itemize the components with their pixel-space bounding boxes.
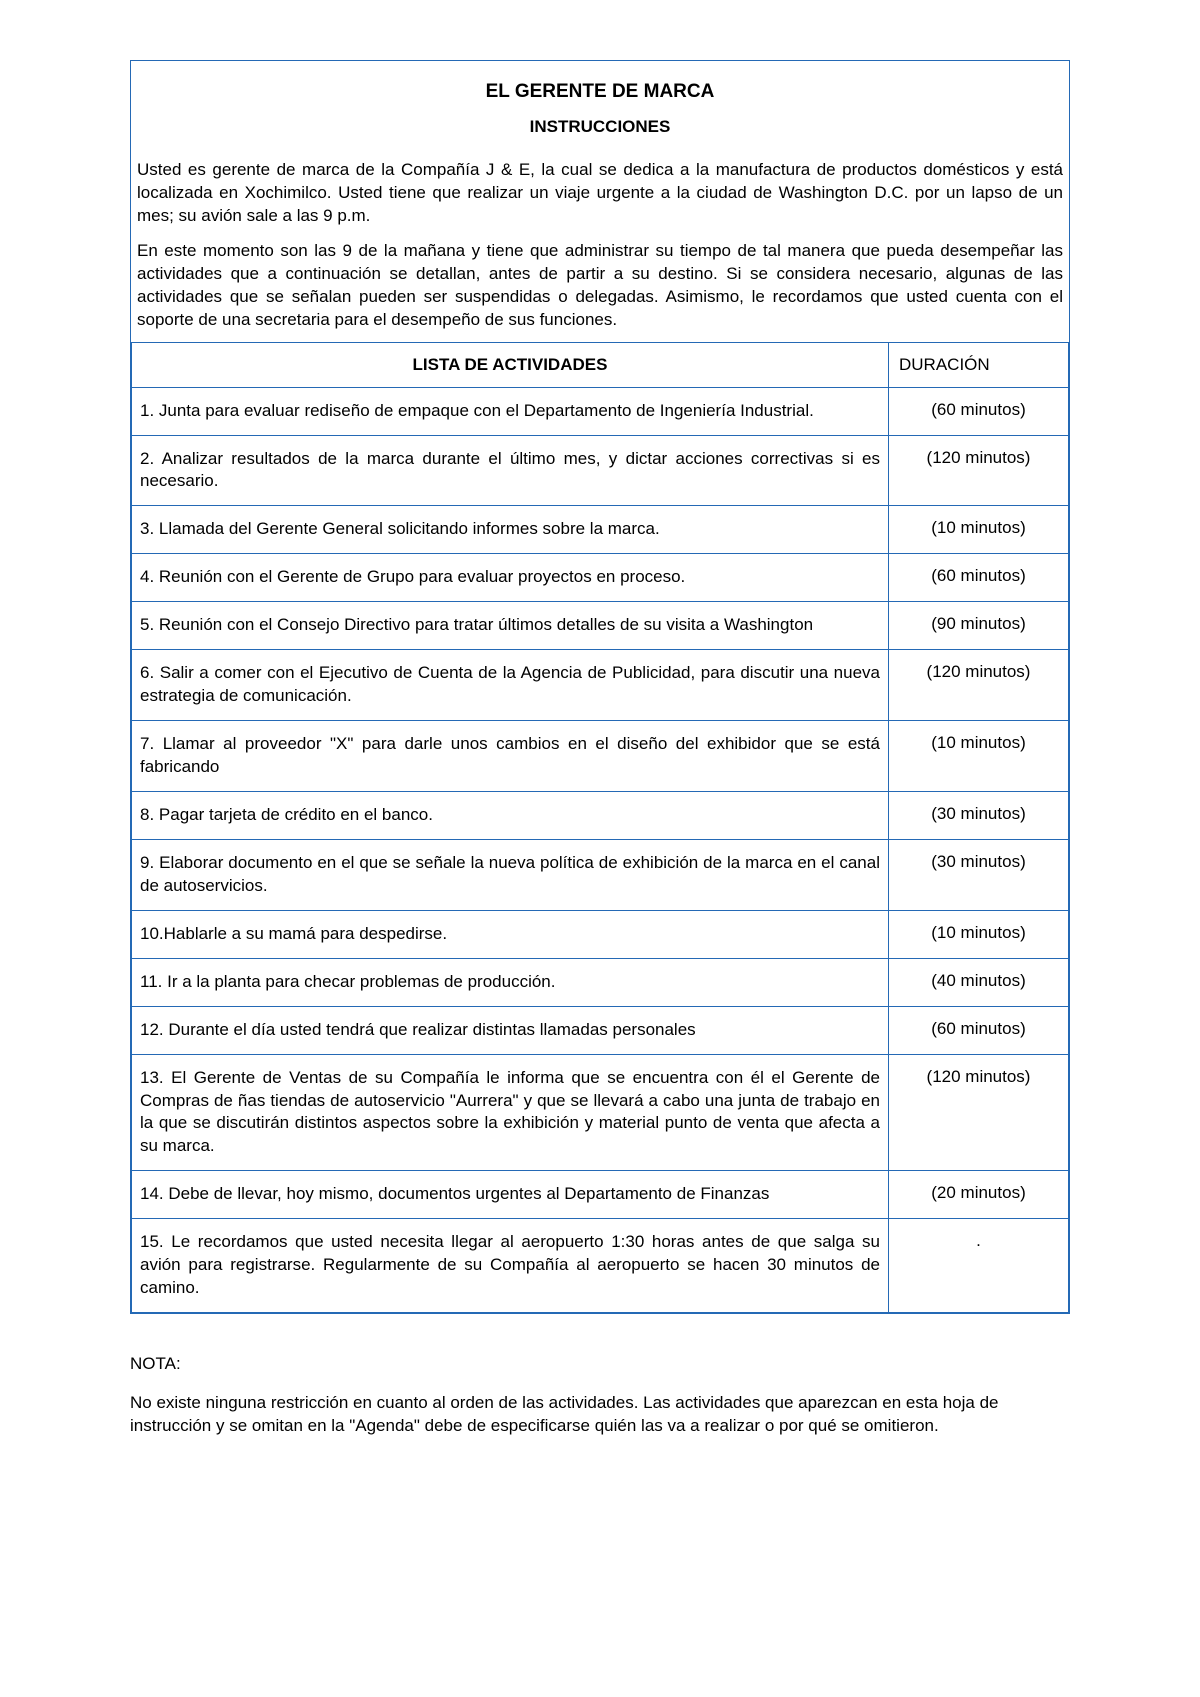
table-row: 11. Ir a la planta para checar problemas… (132, 958, 1069, 1006)
table-row: 12. Durante el día usted tendrá que real… (132, 1006, 1069, 1054)
activities-tbody: 1. Junta para evaluar rediseño de empaqu… (132, 387, 1069, 1313)
duration-cell: (120 minutos) (889, 435, 1069, 506)
activity-cell: 14. Debe de llevar, hoy mismo, documento… (132, 1171, 889, 1219)
activity-cell: 10.Hablarle a su mamá para despedirse. (132, 910, 889, 958)
activity-cell: 1. Junta para evaluar rediseño de empaqu… (132, 387, 889, 435)
activity-cell: 9. Elaborar documento en el que se señal… (132, 839, 889, 910)
duration-cell: (10 minutos) (889, 721, 1069, 792)
footer-section: NOTA: No existe ninguna restricción en c… (130, 1354, 1070, 1438)
nota-text: No existe ninguna restricción en cuanto … (130, 1392, 1070, 1438)
document-title: EL GERENTE DE MARCA (141, 81, 1059, 103)
activity-cell: 12. Durante el día usted tendrá que real… (132, 1006, 889, 1054)
table-row: 10.Hablarle a su mamá para despedirse.(1… (132, 910, 1069, 958)
table-row: 2. Analizar resultados de la marca duran… (132, 435, 1069, 506)
table-row: 9. Elaborar documento en el que se señal… (132, 839, 1069, 910)
activity-cell: 4. Reunión con el Gerente de Grupo para … (132, 554, 889, 602)
intro-paragraph-2: En este momento son las 9 de la mañana y… (131, 238, 1069, 342)
intro-paragraph-1: Usted es gerente de marca de la Compañía… (131, 157, 1069, 238)
duration-cell: (60 minutos) (889, 554, 1069, 602)
duration-cell: (30 minutos) (889, 791, 1069, 839)
duration-cell: (60 minutos) (889, 387, 1069, 435)
table-row: 13. El Gerente de Ventas de su Compañía … (132, 1054, 1069, 1171)
activity-cell: 8. Pagar tarjeta de crédito en el banco. (132, 791, 889, 839)
duration-cell: . (889, 1219, 1069, 1313)
duration-cell: (20 minutos) (889, 1171, 1069, 1219)
duration-header: DURACIÓN (889, 342, 1069, 387)
activity-cell: 11. Ir a la planta para checar problemas… (132, 958, 889, 1006)
activities-header: LISTA DE ACTIVIDADES (132, 342, 889, 387)
activity-cell: 7. Llamar al proveedor "X" para darle un… (132, 721, 889, 792)
table-row: 14. Debe de llevar, hoy mismo, documento… (132, 1171, 1069, 1219)
activity-cell: 6. Salir a comer con el Ejecutivo de Cue… (132, 650, 889, 721)
activity-cell: 13. El Gerente de Ventas de su Compañía … (132, 1054, 889, 1171)
duration-cell: (90 minutos) (889, 602, 1069, 650)
document-subtitle: INSTRUCCIONES (141, 117, 1059, 137)
activity-cell: 5. Reunión con el Consejo Directivo para… (132, 602, 889, 650)
duration-cell: (10 minutos) (889, 506, 1069, 554)
table-row: 1. Junta para evaluar rediseño de empaqu… (132, 387, 1069, 435)
nota-label: NOTA: (130, 1354, 1070, 1374)
table-row: 3. Llamada del Gerente General solicitan… (132, 506, 1069, 554)
table-header-row: LISTA DE ACTIVIDADES DURACIÓN (132, 342, 1069, 387)
duration-cell: (10 minutos) (889, 910, 1069, 958)
document-box: EL GERENTE DE MARCA INSTRUCCIONES Usted … (130, 60, 1070, 1314)
duration-cell: (120 minutos) (889, 1054, 1069, 1171)
duration-cell: (60 minutos) (889, 1006, 1069, 1054)
header-section: EL GERENTE DE MARCA INSTRUCCIONES (131, 61, 1069, 157)
table-row: 7. Llamar al proveedor "X" para darle un… (132, 721, 1069, 792)
table-row: 15. Le recordamos que usted necesita lle… (132, 1219, 1069, 1313)
duration-cell: (120 minutos) (889, 650, 1069, 721)
activity-cell: 15. Le recordamos que usted necesita lle… (132, 1219, 889, 1313)
activity-cell: 3. Llamada del Gerente General solicitan… (132, 506, 889, 554)
activities-table: LISTA DE ACTIVIDADES DURACIÓN 1. Junta p… (131, 342, 1069, 1314)
duration-cell: (30 minutos) (889, 839, 1069, 910)
activity-cell: 2. Analizar resultados de la marca duran… (132, 435, 889, 506)
table-row: 8. Pagar tarjeta de crédito en el banco.… (132, 791, 1069, 839)
table-row: 6. Salir a comer con el Ejecutivo de Cue… (132, 650, 1069, 721)
table-row: 5. Reunión con el Consejo Directivo para… (132, 602, 1069, 650)
table-row: 4. Reunión con el Gerente de Grupo para … (132, 554, 1069, 602)
duration-cell: (40 minutos) (889, 958, 1069, 1006)
